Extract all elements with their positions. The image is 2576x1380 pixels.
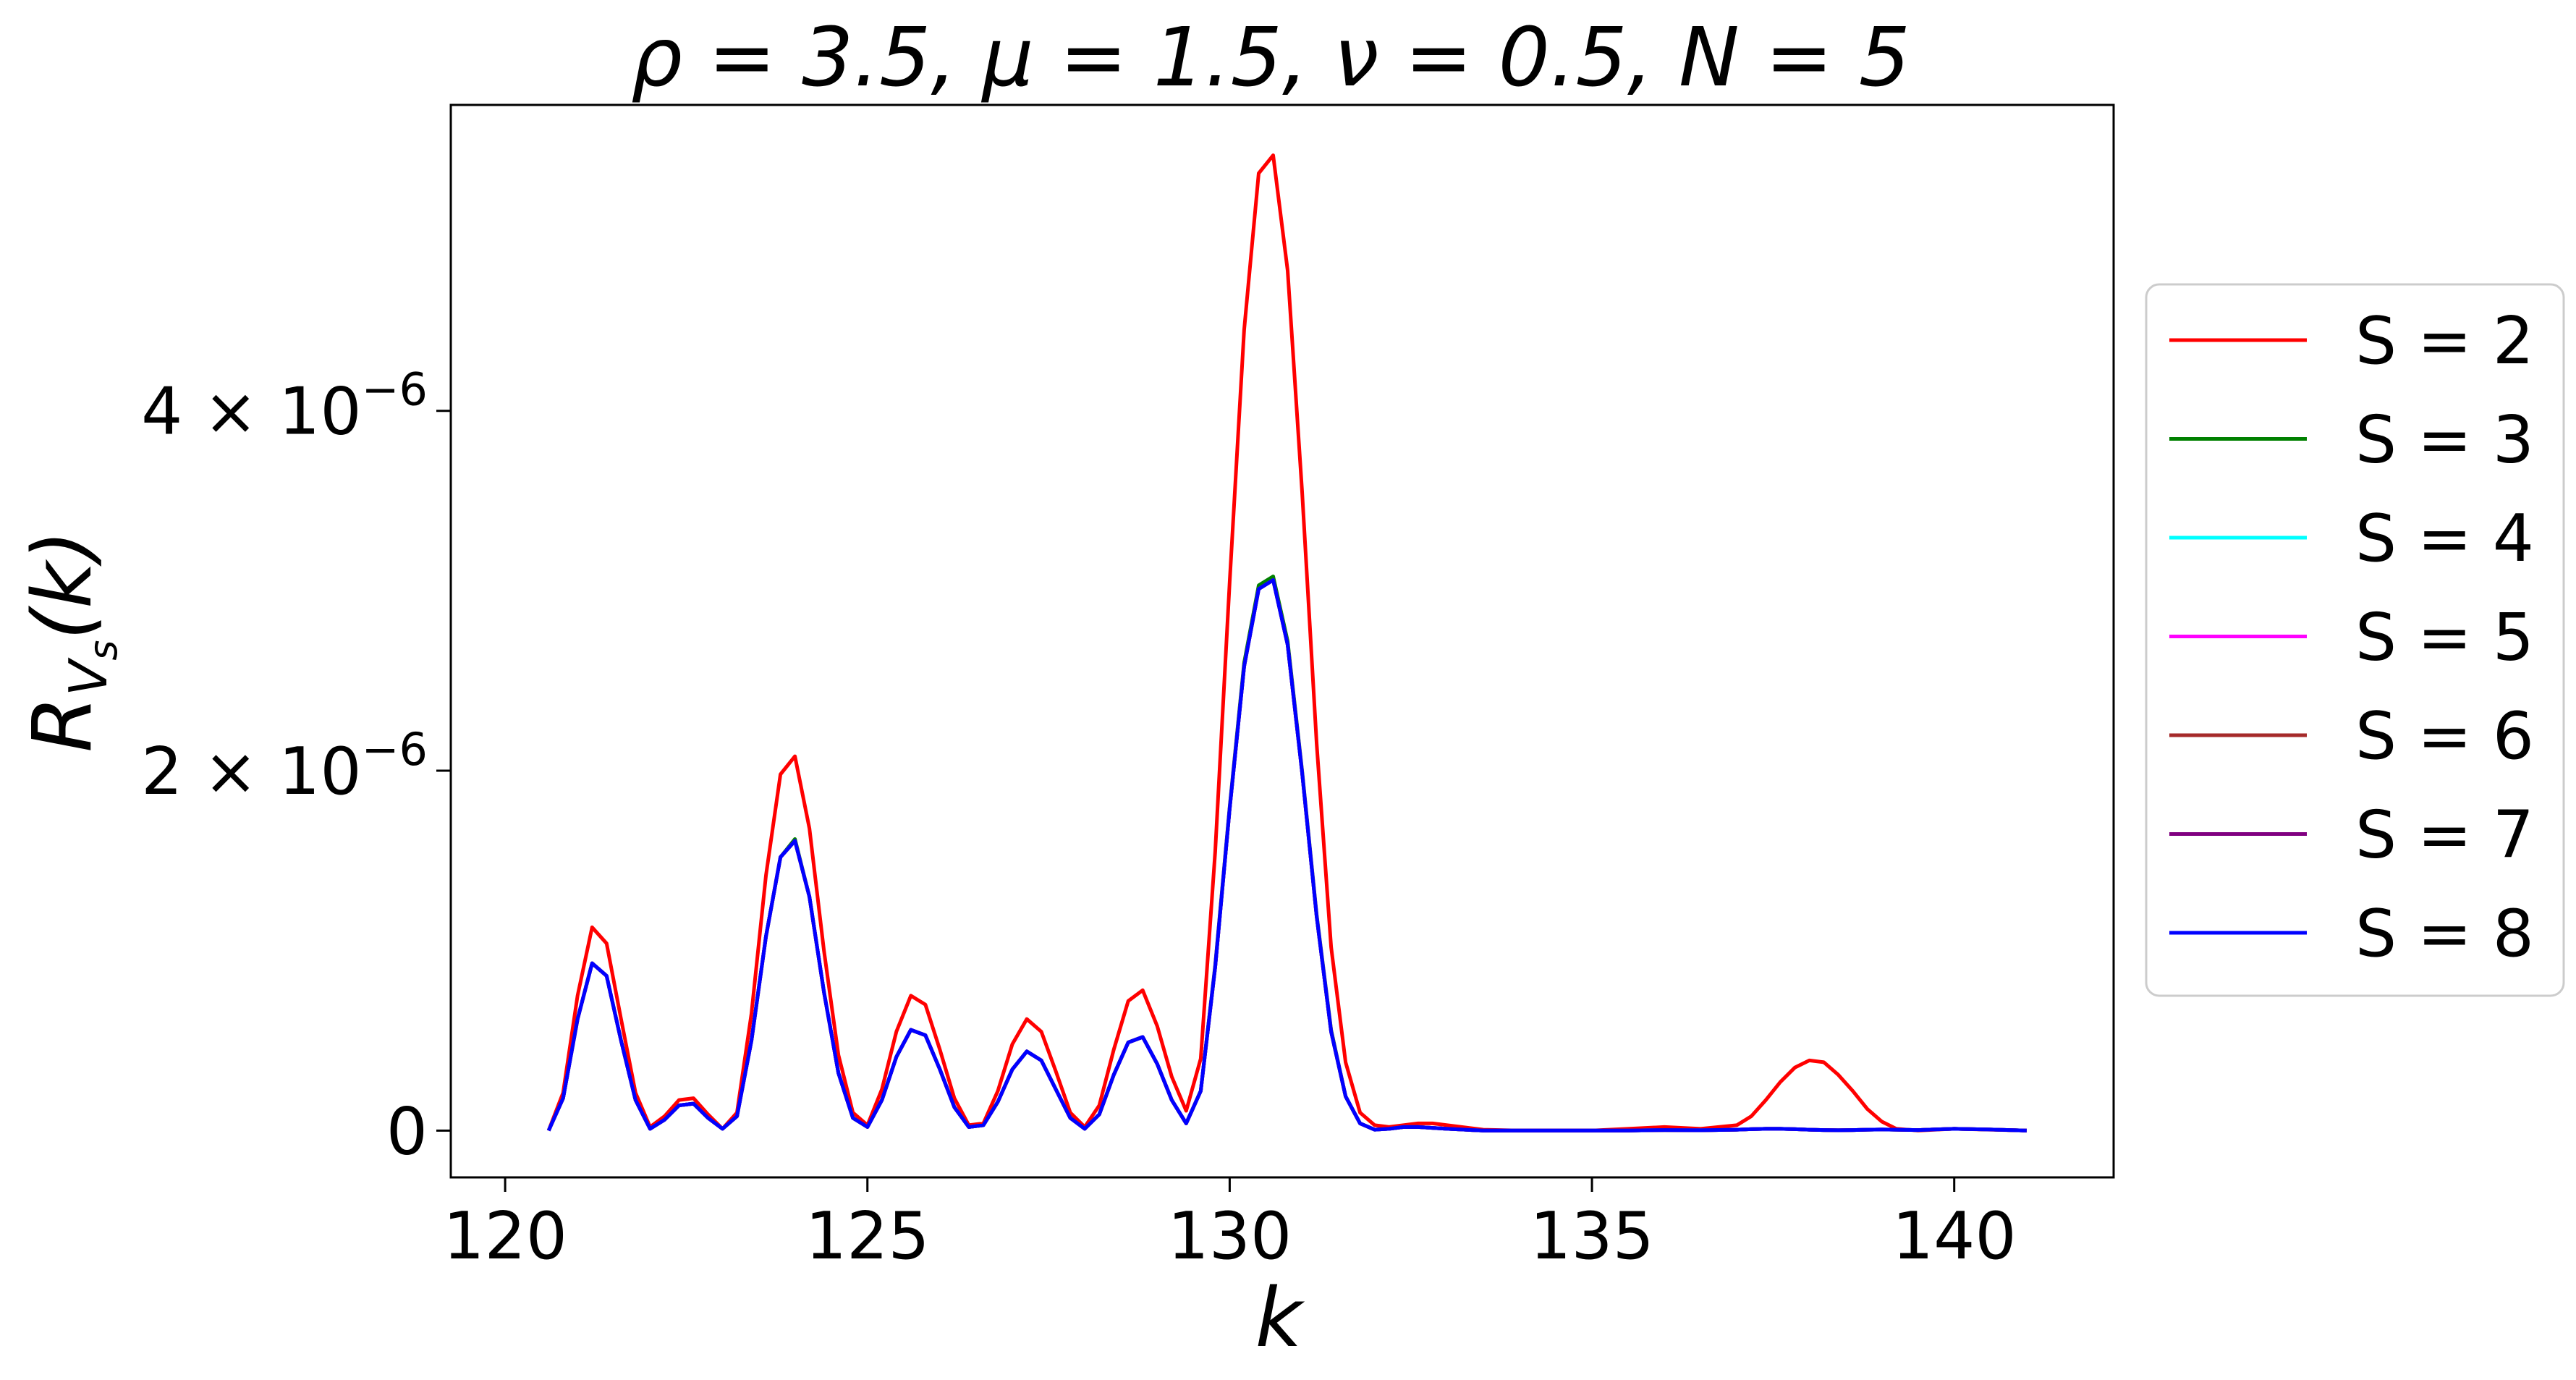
x-tick-label: 135 bbox=[1530, 1198, 1654, 1274]
y-axis-label-sub-s: s bbox=[80, 640, 126, 661]
y-axis-label-arg: (k) bbox=[16, 530, 110, 640]
series-layer bbox=[546, 153, 2027, 1133]
legend-label-6: S = 7 bbox=[2355, 797, 2534, 873]
legend-label-5: S = 6 bbox=[2355, 698, 2534, 774]
legend: S = 2 S = 3 S = 4 S = 5 S = 6 S = 7 S = 8 bbox=[2145, 283, 2565, 997]
legend-items: S = 2 S = 3 S = 4 S = 5 S = 6 S = 7 S = 8 bbox=[2169, 303, 2534, 972]
x-tick-label: 125 bbox=[805, 1198, 930, 1274]
legend-label-2: S = 3 bbox=[2355, 402, 2534, 478]
x-axis-label: k bbox=[1255, 1271, 1305, 1366]
y-axis-label-R: R bbox=[16, 696, 110, 753]
series-line-1 bbox=[546, 153, 2027, 1133]
y-tick-label: 0 bbox=[386, 1093, 428, 1169]
plot-frame bbox=[449, 103, 2115, 1179]
y-axis: 0 2 × 10−6 4 × 10−6 bbox=[141, 363, 451, 1169]
x-tick-label: 130 bbox=[1168, 1198, 1292, 1274]
y-axis-label: RVs(k) bbox=[16, 530, 126, 752]
x-tick-label: 120 bbox=[443, 1198, 567, 1274]
legend-frame bbox=[2145, 283, 2565, 997]
legend-label-3: S = 4 bbox=[2355, 501, 2534, 577]
x-tick-label: 140 bbox=[1892, 1198, 2017, 1274]
y-tick-label: 2 × 10−6 bbox=[141, 723, 428, 810]
plot-area bbox=[449, 103, 2115, 1179]
series-line-7 bbox=[546, 578, 2027, 1133]
y-tick-label: 4 × 10−6 bbox=[141, 363, 428, 450]
y-axis-label-sub-V: V bbox=[58, 657, 119, 696]
legend-label-4: S = 5 bbox=[2355, 600, 2534, 676]
legend-label-1: S = 2 bbox=[2355, 303, 2534, 379]
x-axis: 120 125 130 135 140 bbox=[443, 1177, 2017, 1274]
chart-title: ρ = 3.5, μ = 1.5, ν = 0.5, N = 5 bbox=[631, 11, 1910, 105]
legend-label-7: S = 8 bbox=[2355, 896, 2534, 972]
